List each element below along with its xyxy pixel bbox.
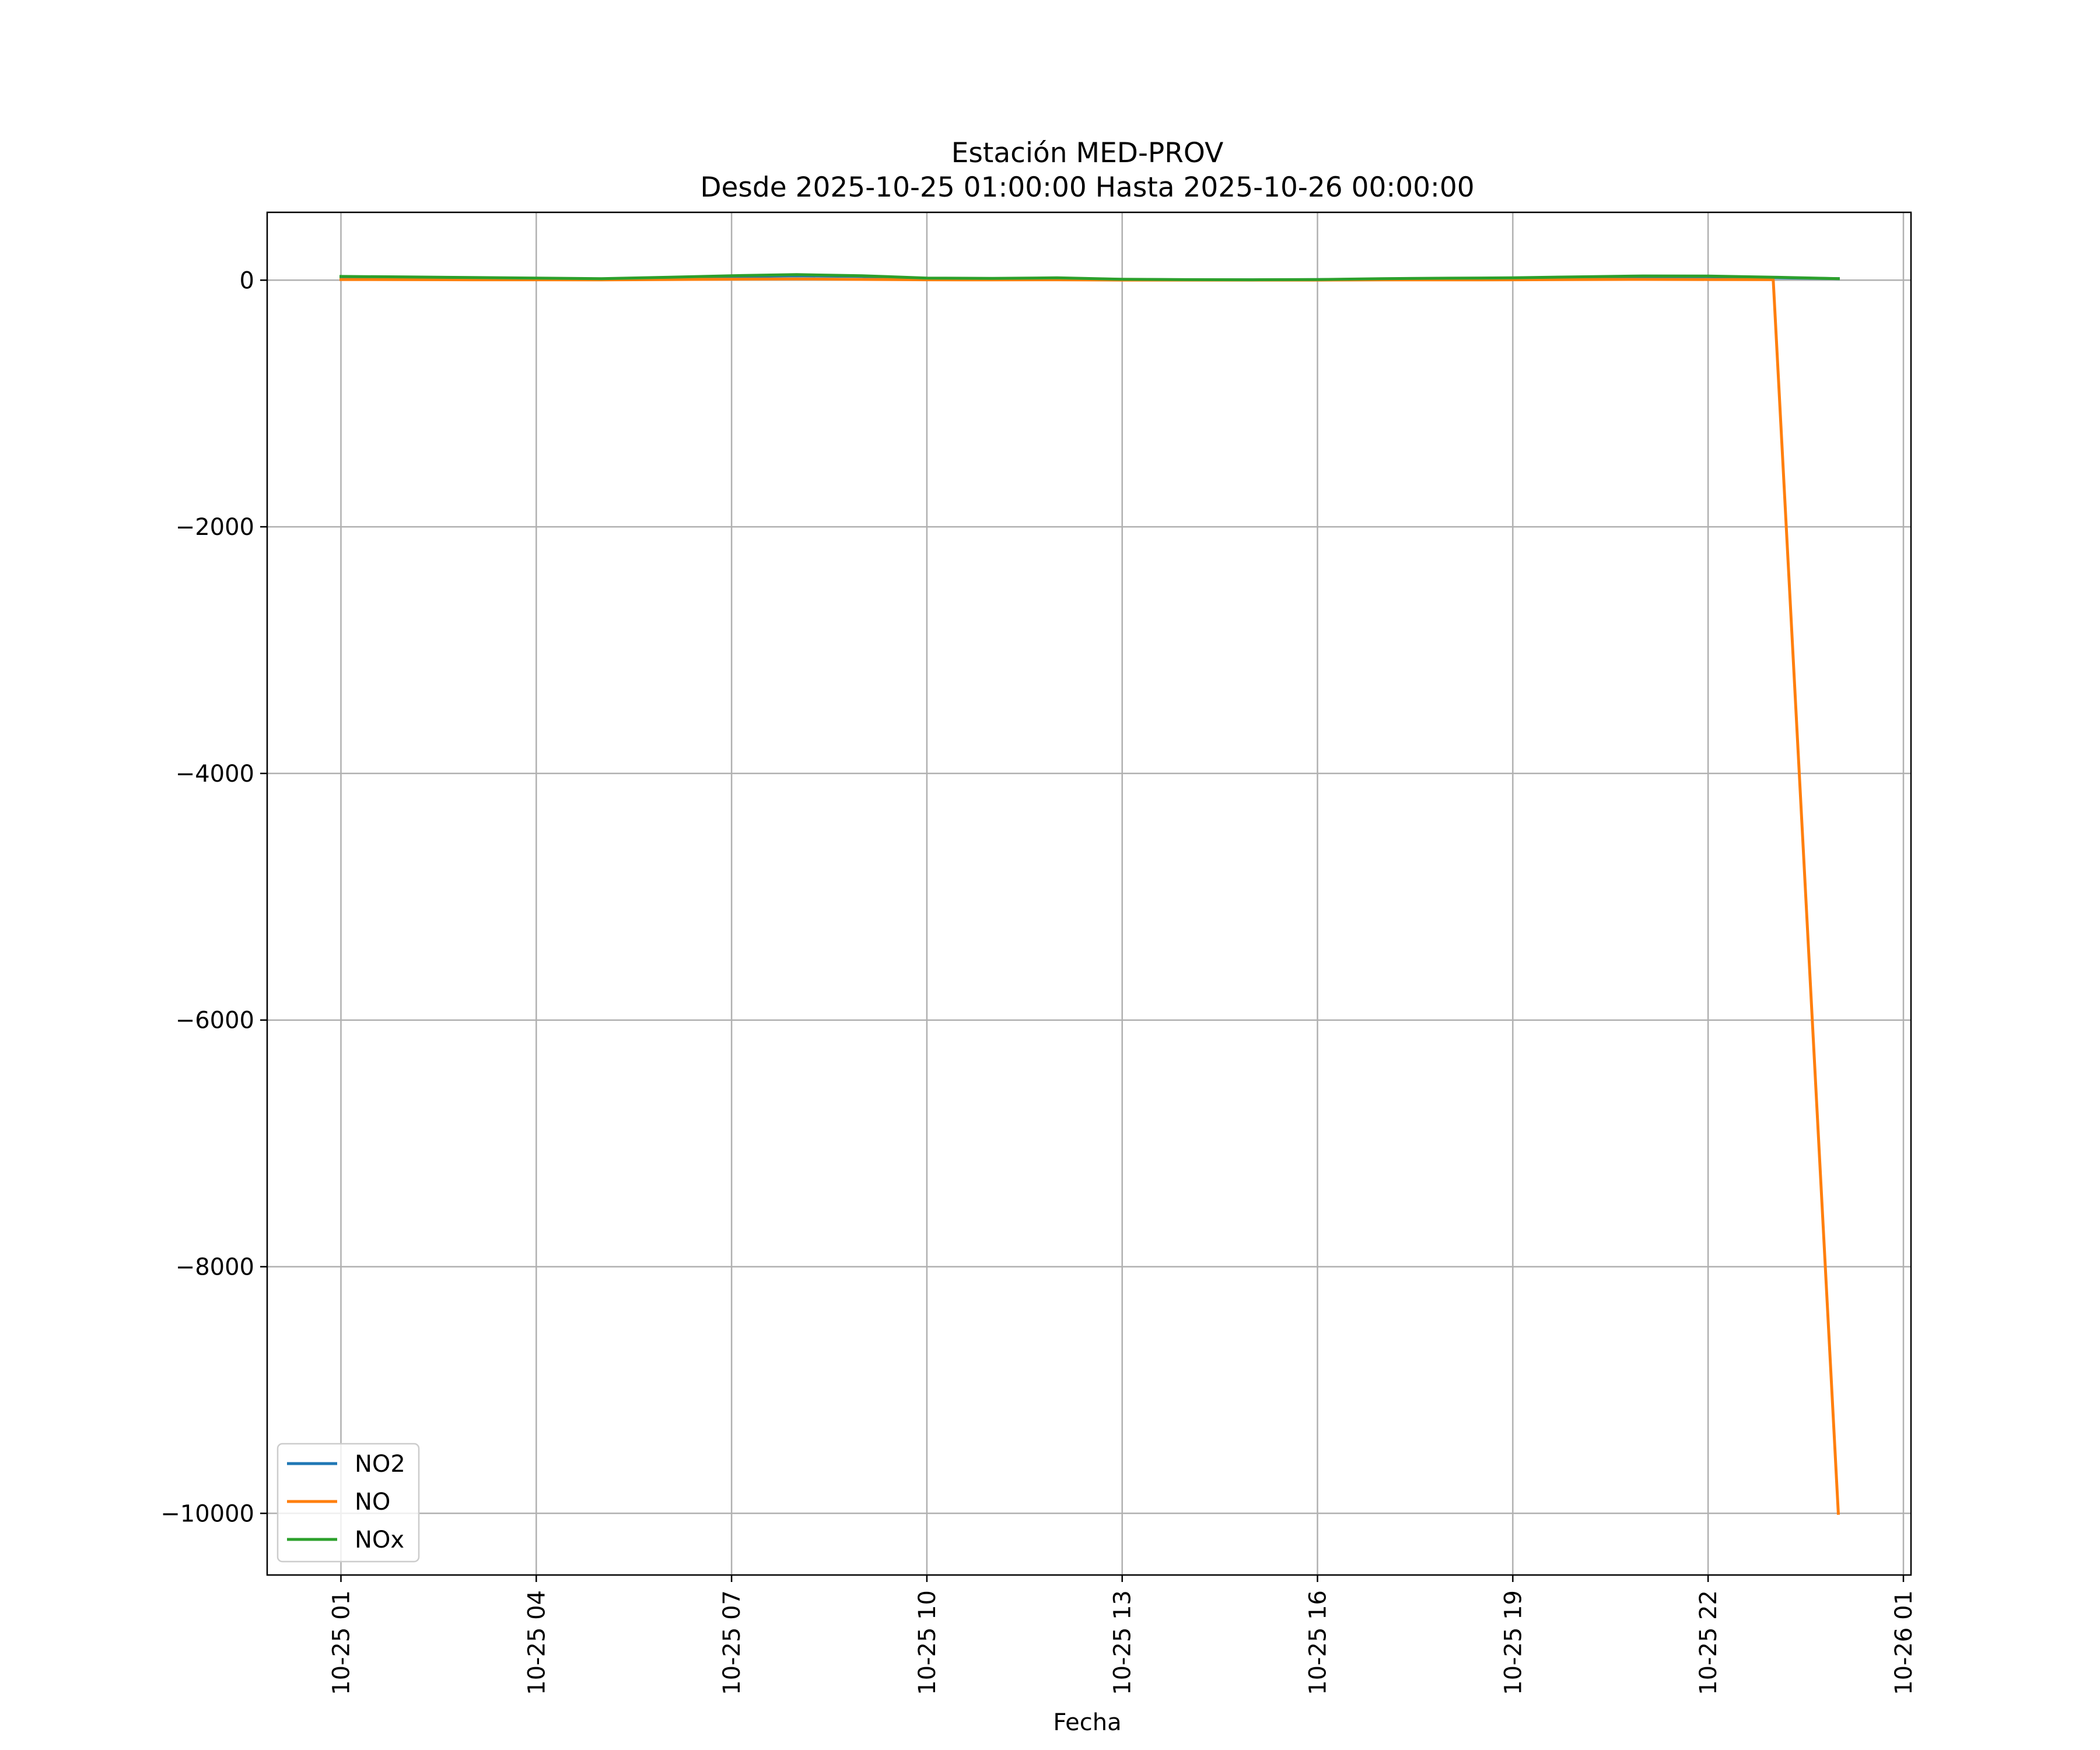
x-tick-label: 10-25 13 bbox=[1110, 1590, 1136, 1695]
legend-label-no: NO bbox=[355, 1489, 390, 1516]
y-tick-label: −4000 bbox=[176, 761, 254, 788]
x-tick-label: 10-26 01 bbox=[1891, 1590, 1917, 1695]
chart-title: Estación MED-PROV bbox=[951, 137, 1224, 169]
y-axis: 0 −2000 −4000 −6000 −8000 −10000 bbox=[160, 267, 267, 1527]
x-tick-label: 10-25 10 bbox=[914, 1590, 941, 1695]
y-tick-label: −8000 bbox=[176, 1254, 254, 1280]
chart-subtitle: Desde 2025-10-25 01:00:00 Hasta 2025-10-… bbox=[700, 172, 1474, 204]
series-layer bbox=[339, 273, 1840, 1515]
x-tick-label: 10-25 01 bbox=[328, 1590, 355, 1695]
x-tick-label: 10-25 19 bbox=[1500, 1590, 1527, 1695]
legend-label-nox: NOx bbox=[355, 1527, 404, 1553]
legend-frame bbox=[276, 1443, 420, 1563]
y-tick-label: −6000 bbox=[176, 1007, 254, 1034]
legend: NO2 NO NOx bbox=[276, 1443, 420, 1563]
series-line-nox bbox=[339, 273, 1840, 282]
x-tick-label: 10-25 07 bbox=[719, 1590, 746, 1695]
grid bbox=[267, 212, 1911, 1575]
plot-background bbox=[267, 212, 1911, 1575]
x-axis: 10-25 01 10-25 04 10-25 07 10-25 10 10-25 13… bbox=[328, 1575, 1917, 1695]
y-tick-label: −10000 bbox=[160, 1500, 254, 1527]
legend-label-no2: NO2 bbox=[355, 1451, 405, 1478]
x-tick-label: 10-25 16 bbox=[1305, 1590, 1332, 1695]
y-tick-label: 0 bbox=[240, 267, 254, 294]
x-axis-label: Fecha bbox=[1053, 1709, 1121, 1736]
x-tick-label: 10-25 22 bbox=[1695, 1590, 1722, 1695]
x-tick-label: 10-25 04 bbox=[523, 1590, 550, 1695]
y-tick-label: −2000 bbox=[176, 514, 254, 541]
plot-frame bbox=[266, 211, 1912, 1576]
